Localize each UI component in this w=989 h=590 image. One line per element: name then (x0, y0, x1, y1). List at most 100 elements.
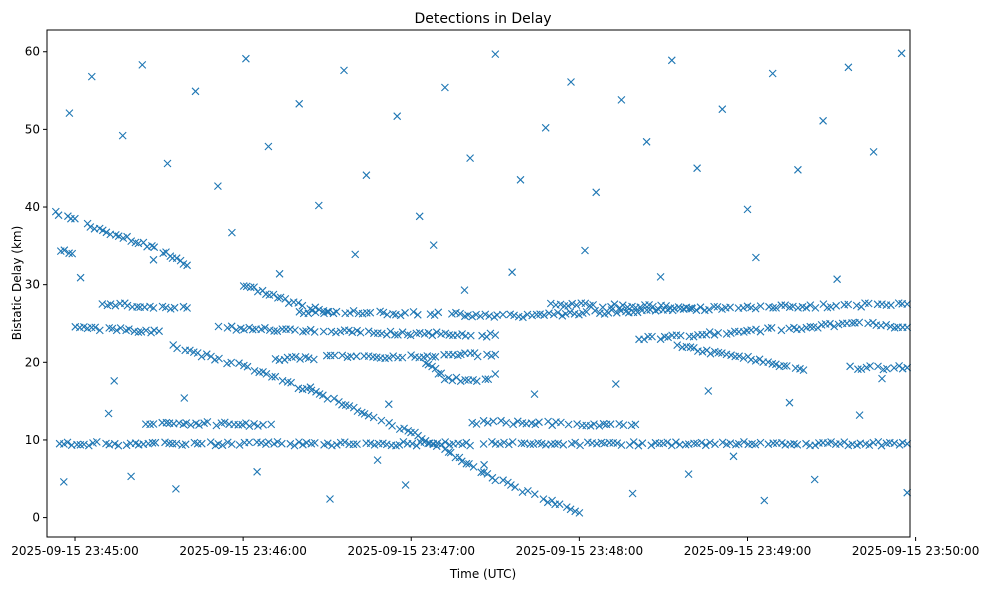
detection-point (428, 331, 437, 340)
detection-point (806, 322, 815, 331)
detection-point (110, 377, 119, 385)
detection-point (854, 365, 862, 374)
detection-point (516, 175, 525, 184)
detection-point (649, 302, 657, 311)
detection-point (395, 441, 404, 449)
detection-point (242, 54, 250, 63)
detection-point (675, 440, 684, 449)
detection-point (897, 49, 906, 58)
detection-point (310, 328, 319, 336)
detection-point (346, 309, 354, 317)
detection-point (734, 439, 743, 448)
detection-point (458, 440, 467, 449)
detection-point (123, 301, 132, 310)
detection-point (186, 421, 195, 429)
detection-point (478, 331, 486, 340)
detection-point (165, 439, 173, 448)
detection-point (676, 331, 685, 340)
detection-point (302, 438, 311, 447)
detection-point (122, 441, 131, 450)
detection-point (284, 299, 293, 308)
detection-point (613, 439, 622, 448)
detection-point (65, 249, 73, 258)
detection-point (472, 420, 481, 428)
detection-point (549, 310, 558, 319)
detection-point (273, 327, 282, 336)
detection-point (789, 302, 797, 311)
detection-point (857, 365, 866, 373)
detection-point (362, 309, 371, 317)
detection-point (747, 303, 755, 312)
detection-point (530, 390, 539, 398)
detection-point (718, 349, 726, 357)
detection-point (656, 273, 665, 281)
detection-point (424, 360, 433, 369)
detection-point (399, 438, 408, 446)
detection-point (294, 299, 303, 307)
detection-point (769, 303, 777, 312)
detection-point (264, 438, 273, 446)
detection-point (227, 322, 236, 331)
detection-point (548, 496, 556, 505)
detection-point (366, 439, 375, 448)
detection-point (539, 495, 548, 503)
detection-point (170, 303, 179, 312)
detection-point (306, 305, 315, 313)
plot-area (46, 29, 911, 538)
detection-point (462, 459, 471, 468)
detection-point (756, 327, 765, 336)
detection-point (690, 439, 698, 448)
detection-point (401, 308, 409, 317)
detection-point (706, 349, 715, 358)
detection-point (638, 439, 647, 448)
detection-point (206, 438, 215, 446)
detection-point (349, 440, 358, 449)
detection-point (162, 418, 171, 427)
detection-point (227, 440, 236, 448)
chart-title: Detections in Delay (414, 11, 551, 27)
detection-point (148, 242, 156, 250)
detection-point (245, 438, 254, 447)
detection-point (760, 496, 769, 505)
detection-point (610, 300, 619, 309)
detection-point (214, 322, 223, 331)
detection-point (441, 438, 450, 446)
detection-point (701, 441, 710, 450)
detection-point (235, 359, 243, 368)
detection-point (756, 438, 765, 447)
y-tick-label: 60 (25, 45, 40, 59)
detection-point (92, 438, 101, 446)
detection-point (674, 303, 683, 311)
detection-point (304, 354, 313, 363)
detection-point (743, 205, 752, 214)
detection-point (781, 301, 790, 310)
detection-point (479, 440, 488, 448)
detection-point (819, 116, 827, 125)
detection-point (228, 228, 236, 237)
detection-point (698, 347, 707, 356)
detection-point (114, 441, 123, 450)
detection-point (183, 261, 191, 270)
detection-point (667, 56, 676, 65)
detection-point (353, 440, 361, 448)
detection-point (457, 457, 466, 466)
detection-point (713, 303, 722, 311)
detection-point (80, 440, 88, 449)
detection-point (286, 439, 295, 448)
x-axis: 2025-09-15 23:45:00 2025-09-15 23:46:00 20… (11, 537, 979, 558)
detection-point (340, 438, 349, 446)
detection-point (54, 211, 63, 220)
detection-point (855, 411, 864, 419)
detection-point (607, 302, 615, 311)
detection-point (560, 302, 569, 310)
detection-point (491, 350, 500, 359)
detection-point (351, 250, 360, 259)
detection-point (844, 300, 853, 309)
detection-point (273, 438, 282, 446)
detection-point (352, 352, 361, 361)
detection-point (68, 249, 77, 258)
detection-point (472, 377, 481, 386)
detection-point (396, 311, 405, 320)
detection-point (433, 439, 442, 448)
detection-point (149, 304, 158, 312)
